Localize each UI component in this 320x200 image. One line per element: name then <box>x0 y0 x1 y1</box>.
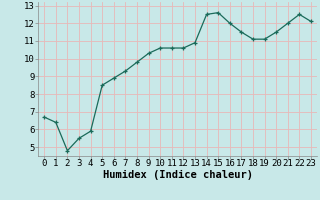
X-axis label: Humidex (Indice chaleur): Humidex (Indice chaleur) <box>103 170 252 180</box>
